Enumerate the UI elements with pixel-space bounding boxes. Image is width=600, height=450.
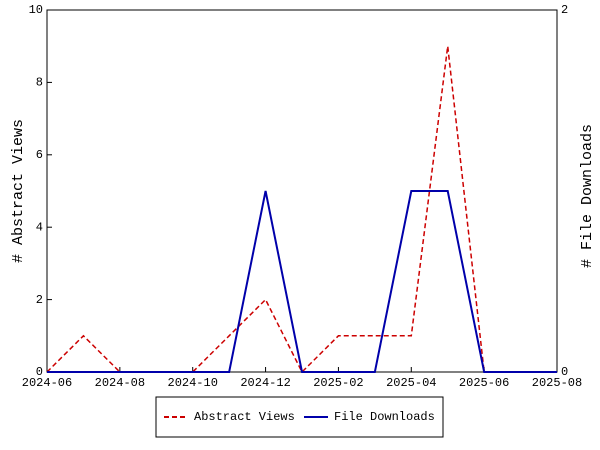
x-tick-label: 2025-06 (459, 376, 509, 390)
y-axis-title: # Abstract Views (10, 119, 27, 263)
y-tick-label: 6 (36, 148, 43, 162)
y-tick-label: 0 (36, 365, 43, 379)
x-tick-label: 2025-02 (313, 376, 363, 390)
legend-label: Abstract Views (194, 410, 295, 424)
y-tick-label: 2 (36, 293, 43, 307)
x-tick-label: 2024-08 (95, 376, 145, 390)
y-tick-label: 4 (36, 220, 43, 234)
y-tick-label: 10 (29, 3, 43, 17)
x-tick-label: 2024-10 (168, 376, 218, 390)
legend-label: File Downloads (334, 410, 435, 424)
y2-axis-title: # File Downloads (579, 124, 596, 268)
x-tick-label: 2025-08 (532, 376, 582, 390)
series-line (46, 46, 557, 374)
x-tick-label: 2024-06 (22, 376, 72, 390)
y2-tick-label: 2 (561, 3, 568, 17)
legend-box (155, 396, 444, 438)
series-line (47, 190, 557, 373)
x-tick-label: 2024-12 (240, 376, 290, 390)
y-tick-label: 8 (36, 76, 43, 90)
y2-tick-label: 0 (561, 365, 568, 379)
x-tick-label: 2025-04 (386, 376, 436, 390)
plot-frame (46, 9, 558, 373)
